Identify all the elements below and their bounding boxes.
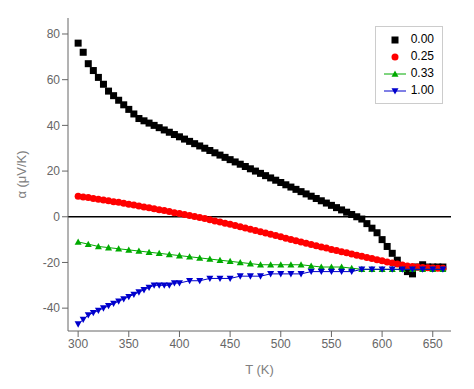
svg-text:20: 20 <box>47 164 61 178</box>
html-text:0.00: 0.00 <box>410 32 434 46</box>
svg-text:500: 500 <box>271 337 291 351</box>
svg-text:40: 40 <box>47 119 61 133</box>
html-text:0.25: 0.25 <box>410 49 434 63</box>
svg-text:550: 550 <box>321 337 341 351</box>
svg-text:650: 650 <box>423 337 443 351</box>
svg-text:400: 400 <box>169 337 189 351</box>
svg-text:80: 80 <box>47 27 61 41</box>
svg-text:-20: -20 <box>43 256 61 270</box>
svg-text:T (K): T (K) <box>245 362 274 377</box>
svg-text:α (μV/K): α (μV/K) <box>14 150 29 198</box>
svg-text:60: 60 <box>47 73 61 87</box>
svg-text:300: 300 <box>68 337 88 351</box>
svg-text:350: 350 <box>119 337 139 351</box>
svg-text:450: 450 <box>220 337 240 351</box>
html-text:1.00: 1.00 <box>410 83 434 97</box>
svg-text:600: 600 <box>372 337 392 351</box>
svg-text:-40: -40 <box>43 301 61 315</box>
html-text:0.33: 0.33 <box>410 66 434 80</box>
svg-text:0: 0 <box>53 210 60 224</box>
